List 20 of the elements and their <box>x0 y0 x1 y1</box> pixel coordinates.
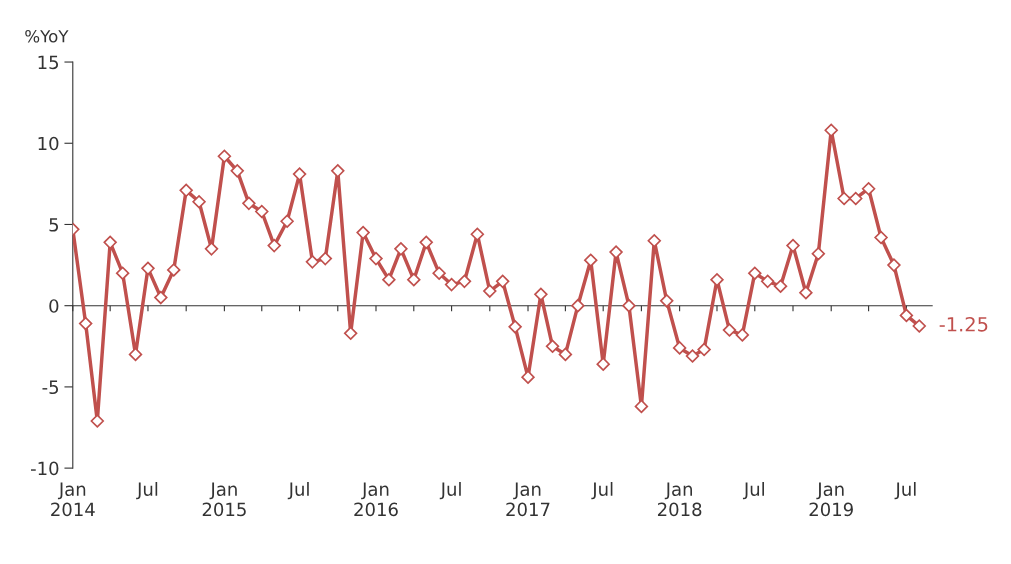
x-tick-label: Jan 2018 <box>657 482 702 517</box>
y-tick-label: 0 <box>49 299 59 313</box>
x-tick-label: Jul <box>136 482 158 500</box>
x-tick-label: Jan 2014 <box>51 482 95 517</box>
y-tick-label: 10 <box>38 136 59 151</box>
x-tick-label: Jan 2019 <box>809 482 853 517</box>
y-tick-label: 5 <box>49 218 59 232</box>
y-axis-title: %YoY <box>25 29 69 43</box>
x-tick-label: Jul <box>894 482 916 500</box>
y-tick-label: -10 <box>30 461 59 476</box>
x-tick-label: Jan 2015 <box>202 482 246 517</box>
annotation: -1.25 <box>939 316 988 332</box>
x-tick-label: Jan 2017 <box>506 482 550 517</box>
x-tick-label: Jul <box>591 482 613 500</box>
y-tick-label: 15 <box>38 55 59 70</box>
x-tick-label: Jul <box>439 482 461 500</box>
x-tick-label: Jan 2016 <box>354 482 398 517</box>
x-tick-label: Jul <box>287 482 309 500</box>
x-tick-label: Jul <box>742 482 764 500</box>
y-tick-label: -5 <box>42 380 59 395</box>
